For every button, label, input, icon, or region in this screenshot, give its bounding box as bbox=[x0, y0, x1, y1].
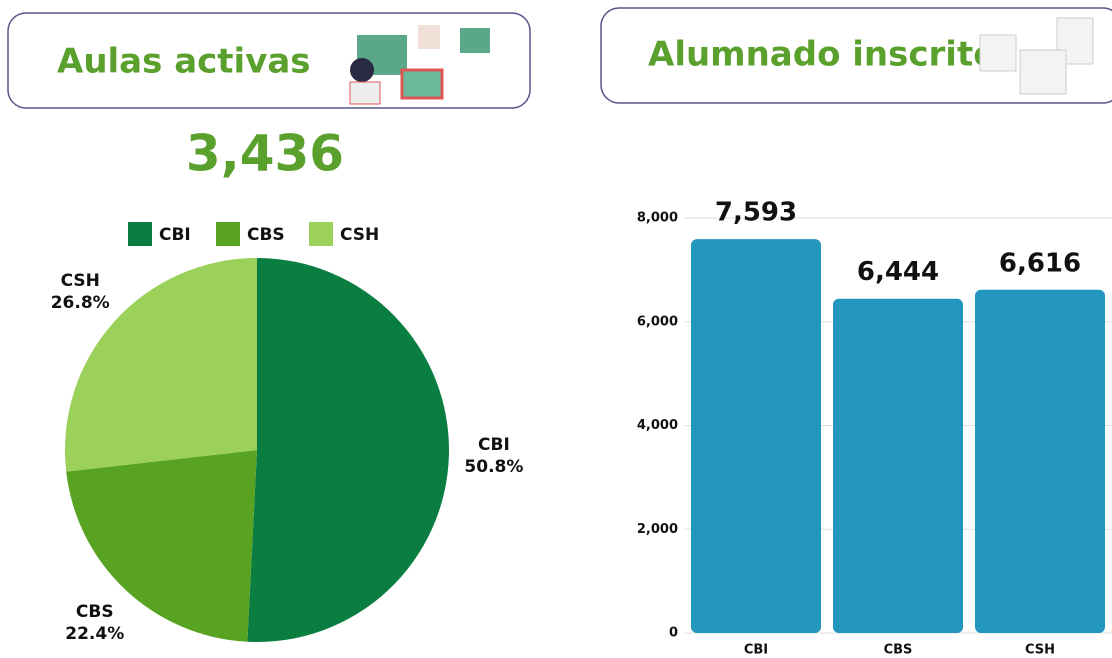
legend-swatch bbox=[309, 222, 333, 246]
data-label-category: CBS bbox=[76, 602, 114, 622]
pie-slice bbox=[247, 258, 449, 642]
illustration bbox=[979, 17, 1094, 95]
y-tick-label: 4,000 bbox=[637, 418, 678, 433]
data-label-value: 26.8% bbox=[51, 293, 110, 313]
data-label-value: 22.4% bbox=[65, 624, 124, 644]
chart-title: Alumnado inscrito bbox=[648, 35, 997, 75]
data-label: 7,593 bbox=[715, 198, 797, 228]
bar bbox=[691, 239, 821, 633]
illustration bbox=[349, 25, 490, 105]
bar bbox=[833, 298, 963, 633]
y-tick-label: 2,000 bbox=[637, 522, 678, 537]
data-label: 6,616 bbox=[999, 248, 1081, 278]
legend-label: CBS bbox=[247, 225, 285, 245]
header-box bbox=[600, 7, 1112, 104]
data-label-category: CBI bbox=[478, 435, 510, 455]
data-label-value: 50.8% bbox=[464, 457, 523, 477]
pie-slice bbox=[65, 258, 258, 472]
legend-label: CBI bbox=[159, 225, 191, 245]
y-tick-label: 0 bbox=[669, 626, 678, 641]
pie-slice bbox=[66, 450, 258, 642]
kpi-value: 3,436 bbox=[186, 125, 344, 183]
y-tick-label: 6,000 bbox=[637, 314, 678, 329]
bar bbox=[975, 289, 1105, 633]
x-tick-label: CSH bbox=[1025, 643, 1055, 658]
x-tick-label: CBS bbox=[884, 643, 913, 658]
x-tick-label: CBI bbox=[744, 643, 768, 658]
data-label: 6,444 bbox=[857, 257, 939, 287]
legend-swatch bbox=[128, 222, 152, 246]
chart-title: Aulas activas bbox=[57, 42, 311, 82]
legend-swatch bbox=[216, 222, 240, 246]
data-label-category: CSH bbox=[61, 271, 100, 291]
y-tick-label: 8,000 bbox=[637, 211, 678, 226]
legend-label: CSH bbox=[340, 225, 379, 245]
